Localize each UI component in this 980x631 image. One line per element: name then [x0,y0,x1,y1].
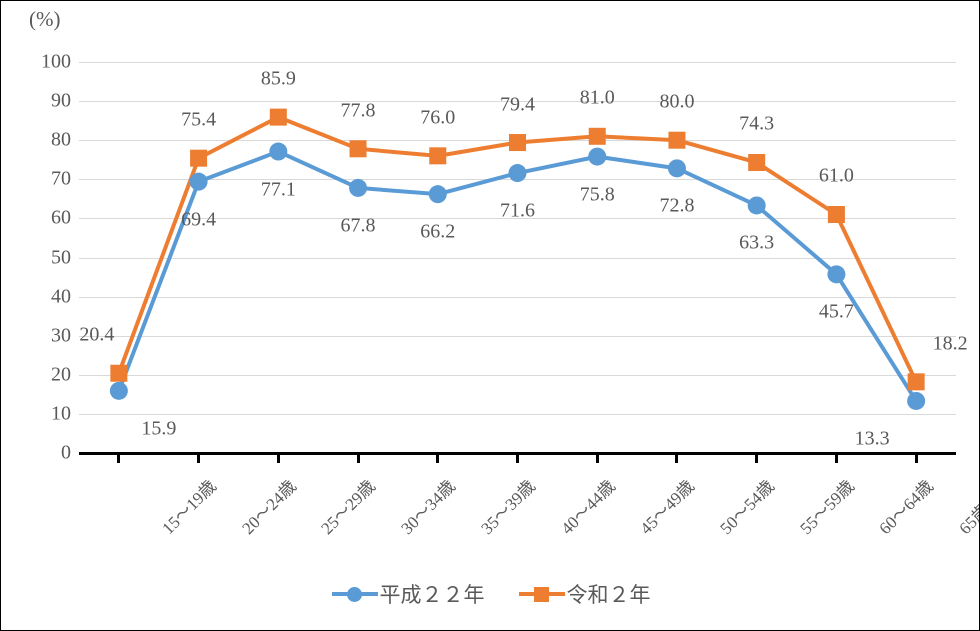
gridline [79,296,956,298]
y-axis-tick-label: 60 [51,206,71,229]
legend-marker-icon [331,584,378,604]
data-point-label: 80.0 [659,90,695,113]
gridline [79,101,956,103]
data-point-label: 71.6 [500,199,535,222]
x-axis-tick [197,452,201,463]
x-axis-tick [595,452,599,463]
gridline [79,374,956,376]
y-axis-tick-label: 80 [51,128,71,151]
x-axis-category-label: 65歳以上 [955,476,980,539]
circle-marker-icon [347,586,362,602]
data-point-label: 18.2 [932,332,968,355]
y-axis-tick-label: 50 [51,246,71,268]
data-point-label: 45.7 [818,300,854,323]
data-point-label: 76.0 [420,106,456,129]
x-axis-tick [436,452,440,463]
x-axis-tick [755,452,759,463]
data-point-label: 85.9 [260,67,296,90]
data-point-label: 66.2 [420,220,456,243]
gridline [79,413,956,415]
x-axis-category-label: 25〜29歳 [317,476,380,539]
y-axis-tick-label: 0 [61,441,71,464]
data-point-label: 20.4 [79,323,115,346]
y-axis-unit-label: (%) [29,7,61,31]
y-axis-tick-label: 10 [51,402,71,425]
data-point-label: 74.3 [739,112,775,135]
y-axis-tick-label: 20 [51,363,71,386]
y-axis-tick-label: 90 [51,89,71,112]
data-point-label: 67.8 [340,214,376,237]
y-axis-tick-label: 40 [51,285,71,308]
data-point-label: 81.0 [579,86,615,109]
x-axis-tick [516,452,519,463]
x-axis-category-label: 45〜49歳 [636,476,699,539]
data-point-label: 75.4 [181,108,217,131]
gridline [79,140,956,142]
data-point-label: 72.8 [659,194,695,217]
gridline [79,62,956,63]
data-point-label: 75.8 [579,183,615,206]
x-axis-category-label: 55〜59歳 [796,476,858,539]
y-axis-tick-label: 100 [41,50,71,73]
x-axis-category-label: 50〜54歳 [716,476,778,539]
data-point-label: 61.0 [818,164,854,187]
x-axis-category-label: 35〜39歳 [477,476,539,539]
y-axis-tick-labels: 100 90 80 70 60 50 40 30 20 10 0 [1,51,71,464]
data-point-label: 69.4 [181,208,217,231]
data-point-label: 79.4 [500,93,535,116]
legend-entry[interactable]: 令和２年 [518,579,651,609]
legend-entry[interactable]: 平成２２年 [331,579,485,609]
data-point-label: 13.3 [854,427,890,450]
gridline [79,257,956,259]
x-axis-category-label: 40〜44歳 [556,476,619,539]
x-axis-tick [356,452,360,463]
data-point-label: 77.8 [340,99,376,122]
x-axis-category-label: 20〜24歳 [238,476,300,539]
y-axis-tick-label: 30 [51,324,71,347]
legend-label: 平成２２年 [379,583,485,607]
legend-marker-icon [518,584,565,604]
data-point-label: 15.9 [141,417,177,440]
data-point-label: 77.1 [260,178,296,201]
x-axis-tick [276,452,280,463]
x-axis-category-label: 30〜34歳 [397,476,460,539]
x-axis-tick [117,452,121,463]
x-axis-tick [834,452,838,463]
gridline [79,335,956,337]
y-axis-tick-label: 70 [51,167,71,190]
x-axis-category-label: 15〜19歳 [158,476,220,539]
x-axis-category-label: 60〜64歳 [875,476,938,539]
chart-legend: 平成２２年 令和２年 [1,579,979,609]
square-marker-icon [534,586,549,602]
x-axis-tick [914,452,918,463]
legend-label: 令和２年 [566,583,651,607]
x-axis-tick [675,452,679,463]
data-point-label: 63.3 [739,231,775,254]
